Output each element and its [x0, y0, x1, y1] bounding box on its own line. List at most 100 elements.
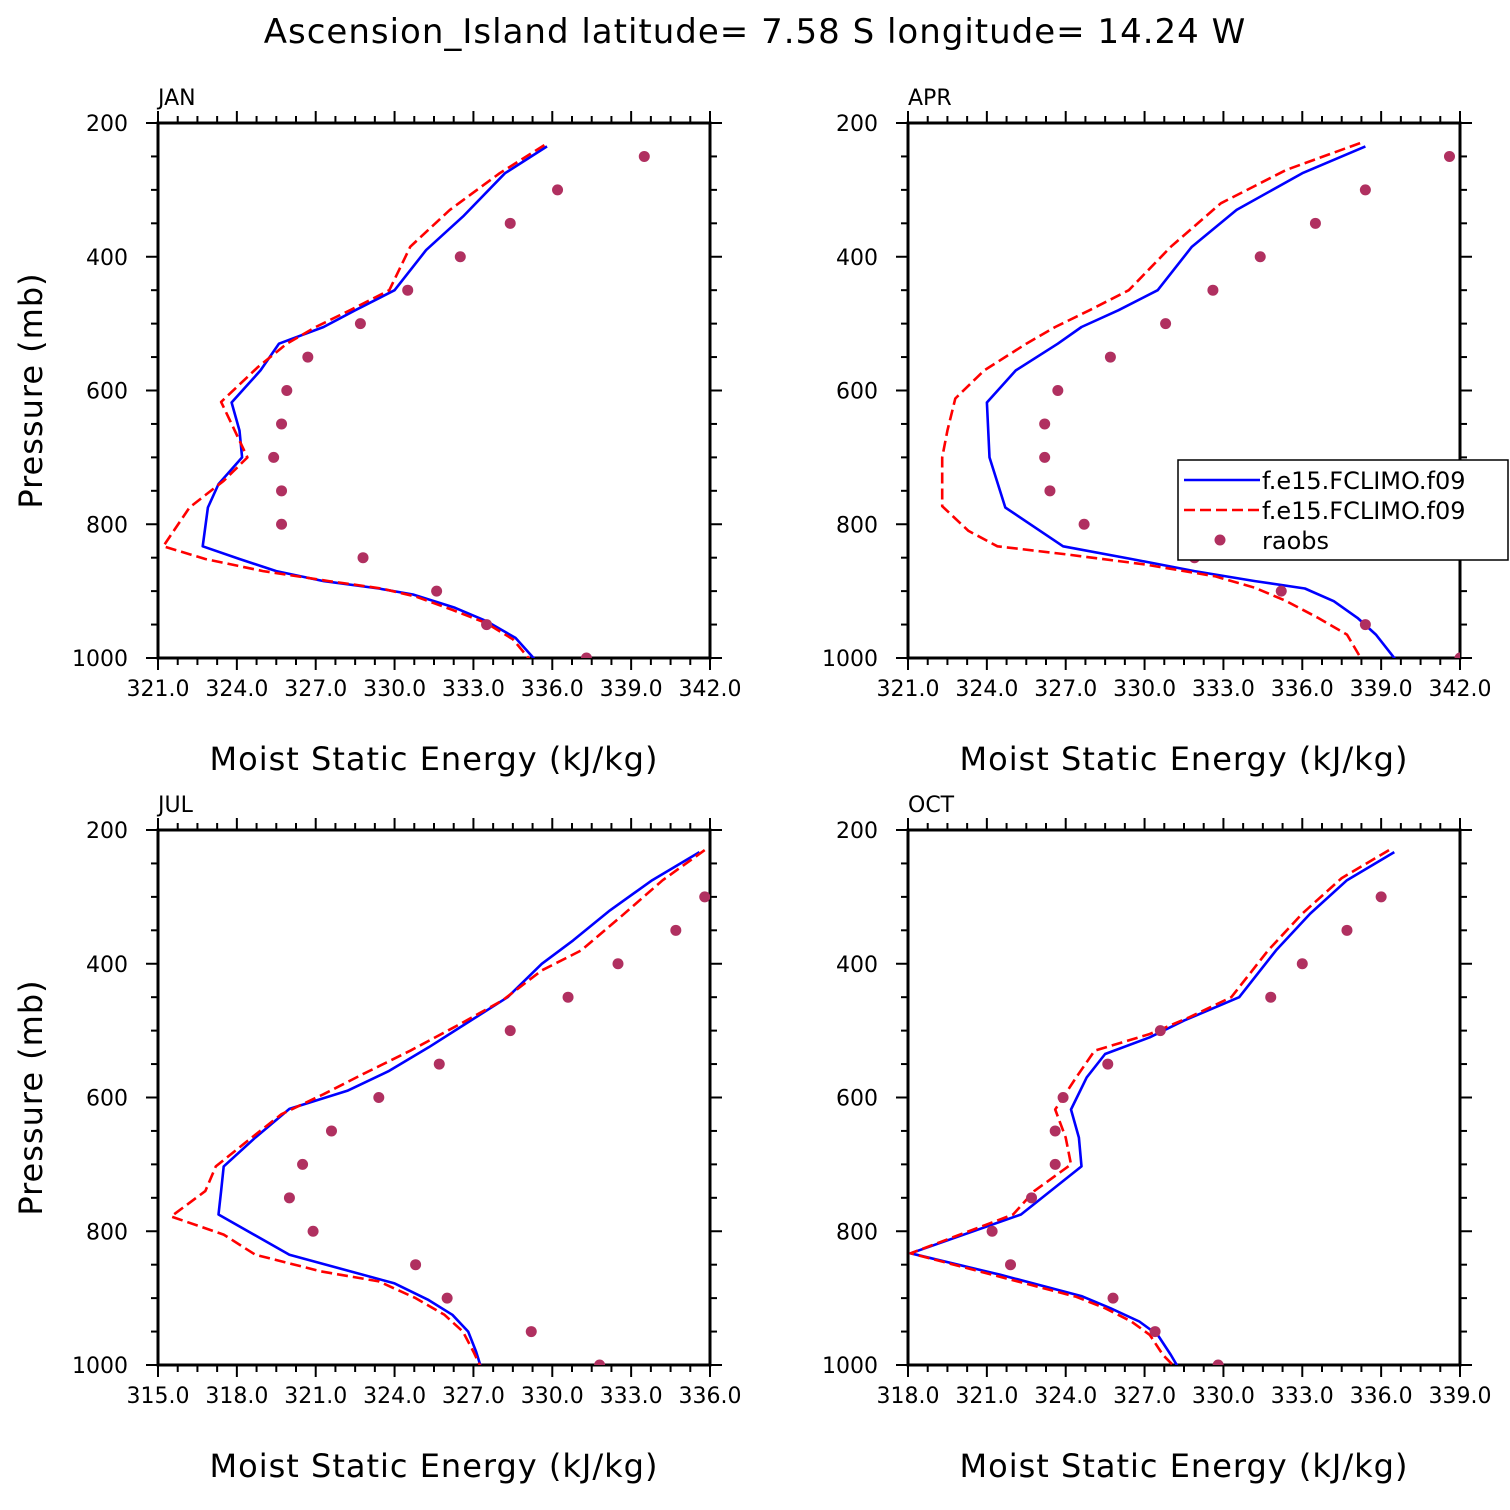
raobs-point: [1309, 217, 1321, 229]
raobs-point: [1154, 1025, 1166, 1037]
y-tick-label: 800: [836, 513, 878, 538]
x-tick-label: 321.0: [127, 677, 190, 702]
raobs-point: [441, 1292, 453, 1304]
raobs-point: [699, 891, 710, 903]
raobs-point: [1207, 284, 1219, 296]
raobs-point: [1275, 585, 1287, 597]
x-tick-label: 336.0: [1350, 1384, 1413, 1409]
x-tick-label: 336.0: [679, 1384, 742, 1409]
raobs-point: [1049, 1158, 1061, 1170]
x-tick-label: 324.0: [363, 1384, 426, 1409]
y-tick-label: 800: [86, 1220, 128, 1245]
x-tick-label: 333.0: [1271, 1384, 1334, 1409]
series-line-dashed: [169, 849, 706, 1365]
x-tick-label: 339.0: [1429, 1384, 1492, 1409]
raobs-point: [1052, 385, 1064, 396]
x-tick-label: 330.0: [521, 1384, 584, 1409]
panel-label: JUL: [156, 793, 194, 818]
x-tick-label: 330.0: [363, 677, 426, 702]
raobs-point: [354, 318, 366, 330]
raobs-point: [325, 1125, 337, 1137]
raobs-point: [1044, 485, 1056, 497]
panel-jul: 315.0 318.0 321.0 324.0 327.0 330.0 333.0 336.0…: [12, 793, 741, 1485]
y-axis-label: Pressure (mb): [12, 272, 50, 508]
series-line-solid: [201, 145, 548, 658]
panel-label: JAN: [156, 86, 196, 111]
raobs-point: [431, 585, 443, 597]
raobs-point: [357, 552, 369, 564]
y-tick-label: 800: [86, 513, 128, 538]
panel-jan: 321.0 324.0 327.0 330.0 333.0 336.0 339.0 342.0…: [12, 86, 741, 778]
raobs-point: [1039, 418, 1051, 430]
y-tick-label: 400: [836, 246, 878, 271]
raobs-point: [1296, 958, 1308, 970]
series-line-dashed: [940, 141, 1363, 658]
x-tick-label: 336.0: [521, 677, 584, 702]
x-tick-label: 327.0: [1034, 677, 1097, 702]
raobs-point: [302, 351, 314, 363]
raobs-point: [281, 385, 293, 396]
y-tick-label: 1000: [72, 647, 128, 672]
x-tick-label: 336.0: [1271, 677, 1334, 702]
raobs-point: [562, 991, 574, 1003]
legend-label: raobs: [1262, 527, 1329, 555]
raobs-point: [1107, 1292, 1119, 1304]
raobs-point: [268, 451, 280, 463]
y-tick-label: 200: [836, 112, 878, 137]
x-tick-label: 321.0: [284, 1384, 347, 1409]
raobs-point: [1265, 991, 1277, 1003]
y-tick-label: 400: [836, 953, 878, 978]
raobs-point: [1026, 1192, 1038, 1204]
y-tick-label: 800: [836, 1220, 878, 1245]
raobs-point: [986, 1225, 998, 1237]
x-axis-label: Moist Static Energy (kJ/kg): [210, 740, 659, 778]
data-layer: [940, 141, 1460, 658]
raobs-point: [276, 485, 288, 497]
x-tick-label: 333.0: [442, 677, 505, 702]
raobs-point: [1359, 184, 1371, 196]
y-axis-label: Pressure (mb): [12, 979, 50, 1215]
x-tick-label: 327.0: [284, 677, 347, 702]
series-line-dashed: [909, 848, 1390, 1365]
raobs-point: [1254, 251, 1266, 263]
raobs-point: [276, 518, 288, 530]
raobs-point: [594, 1359, 606, 1365]
raobs-point: [1104, 351, 1116, 363]
y-tick-label: 200: [86, 112, 128, 137]
raobs-point: [1160, 318, 1172, 330]
y-tick-label: 600: [86, 1087, 128, 1112]
panel-apr: 321.0 324.0 327.0 330.0 333.0 336.0 339.0 342.0…: [822, 86, 1491, 778]
raobs-point: [580, 652, 592, 658]
raobs-point: [276, 418, 288, 430]
series-line-solid: [217, 850, 701, 1365]
x-tick-label: 324.0: [955, 677, 1018, 702]
panel-oct: 318.0 321.0 324.0 327.0 330.0 333.0 336.0 339.0…: [822, 793, 1491, 1485]
raobs-point: [670, 924, 682, 936]
y-tick-label: 600: [836, 1087, 878, 1112]
x-tick-label: 339.0: [600, 677, 663, 702]
data-layer: [162, 143, 650, 658]
x-tick-label: 327.0: [442, 1384, 505, 1409]
panel-label: APR: [908, 86, 952, 111]
y-tick-label: 400: [86, 953, 128, 978]
raobs-point: [1039, 451, 1051, 463]
y-tick-label: 200: [86, 819, 128, 844]
raobs-point: [1375, 891, 1387, 903]
x-tick-label: 324.0: [205, 677, 268, 702]
x-tick-label: 342.0: [679, 677, 742, 702]
raobs-point: [481, 619, 493, 631]
raobs-point: [552, 184, 564, 196]
x-tick-label: 330.0: [1113, 677, 1176, 702]
raobs-point: [1341, 924, 1353, 936]
raobs-point: [504, 217, 516, 229]
y-tick-label: 600: [836, 380, 878, 405]
plot-frame: [906, 828, 1462, 1367]
x-tick-label: 321.0: [955, 1384, 1018, 1409]
raobs-point: [410, 1259, 422, 1271]
y-tick-label: 1000: [822, 647, 878, 672]
x-tick-label: 321.0: [877, 677, 940, 702]
x-tick-label: 333.0: [1192, 677, 1255, 702]
raobs-point: [1102, 1058, 1114, 1070]
